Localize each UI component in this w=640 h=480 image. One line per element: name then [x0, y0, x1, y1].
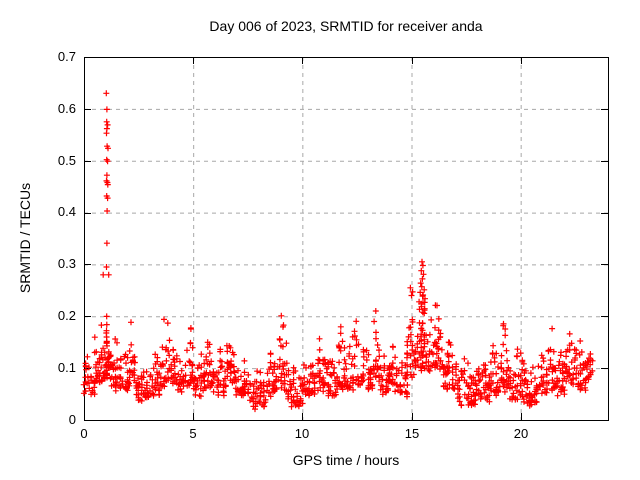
scatter-points — [80, 90, 596, 413]
y-tick-label: 0.7 — [57, 49, 76, 64]
y-tick-label: 0.1 — [57, 360, 76, 375]
y-tick-label: 0 — [68, 412, 76, 427]
chart-title: Day 006 of 2023, SRMTID for receiver and… — [209, 18, 483, 34]
y-tick-label: 0.5 — [57, 153, 76, 168]
y-tick-label: 0.4 — [57, 204, 76, 219]
y-tick-label: 0.2 — [57, 308, 76, 323]
x-axis-label: GPS time / hours — [292, 452, 400, 468]
x-tick-label: 5 — [189, 426, 197, 441]
x-tick-label: 0 — [80, 426, 88, 441]
x-tick-label: 10 — [294, 426, 310, 441]
x-tick-label: 20 — [513, 426, 529, 441]
x-tick-label: 15 — [404, 426, 420, 441]
plot-border — [84, 57, 609, 421]
y-tick-label: 0.6 — [57, 101, 76, 116]
y-tick-label: 0.3 — [57, 256, 76, 271]
